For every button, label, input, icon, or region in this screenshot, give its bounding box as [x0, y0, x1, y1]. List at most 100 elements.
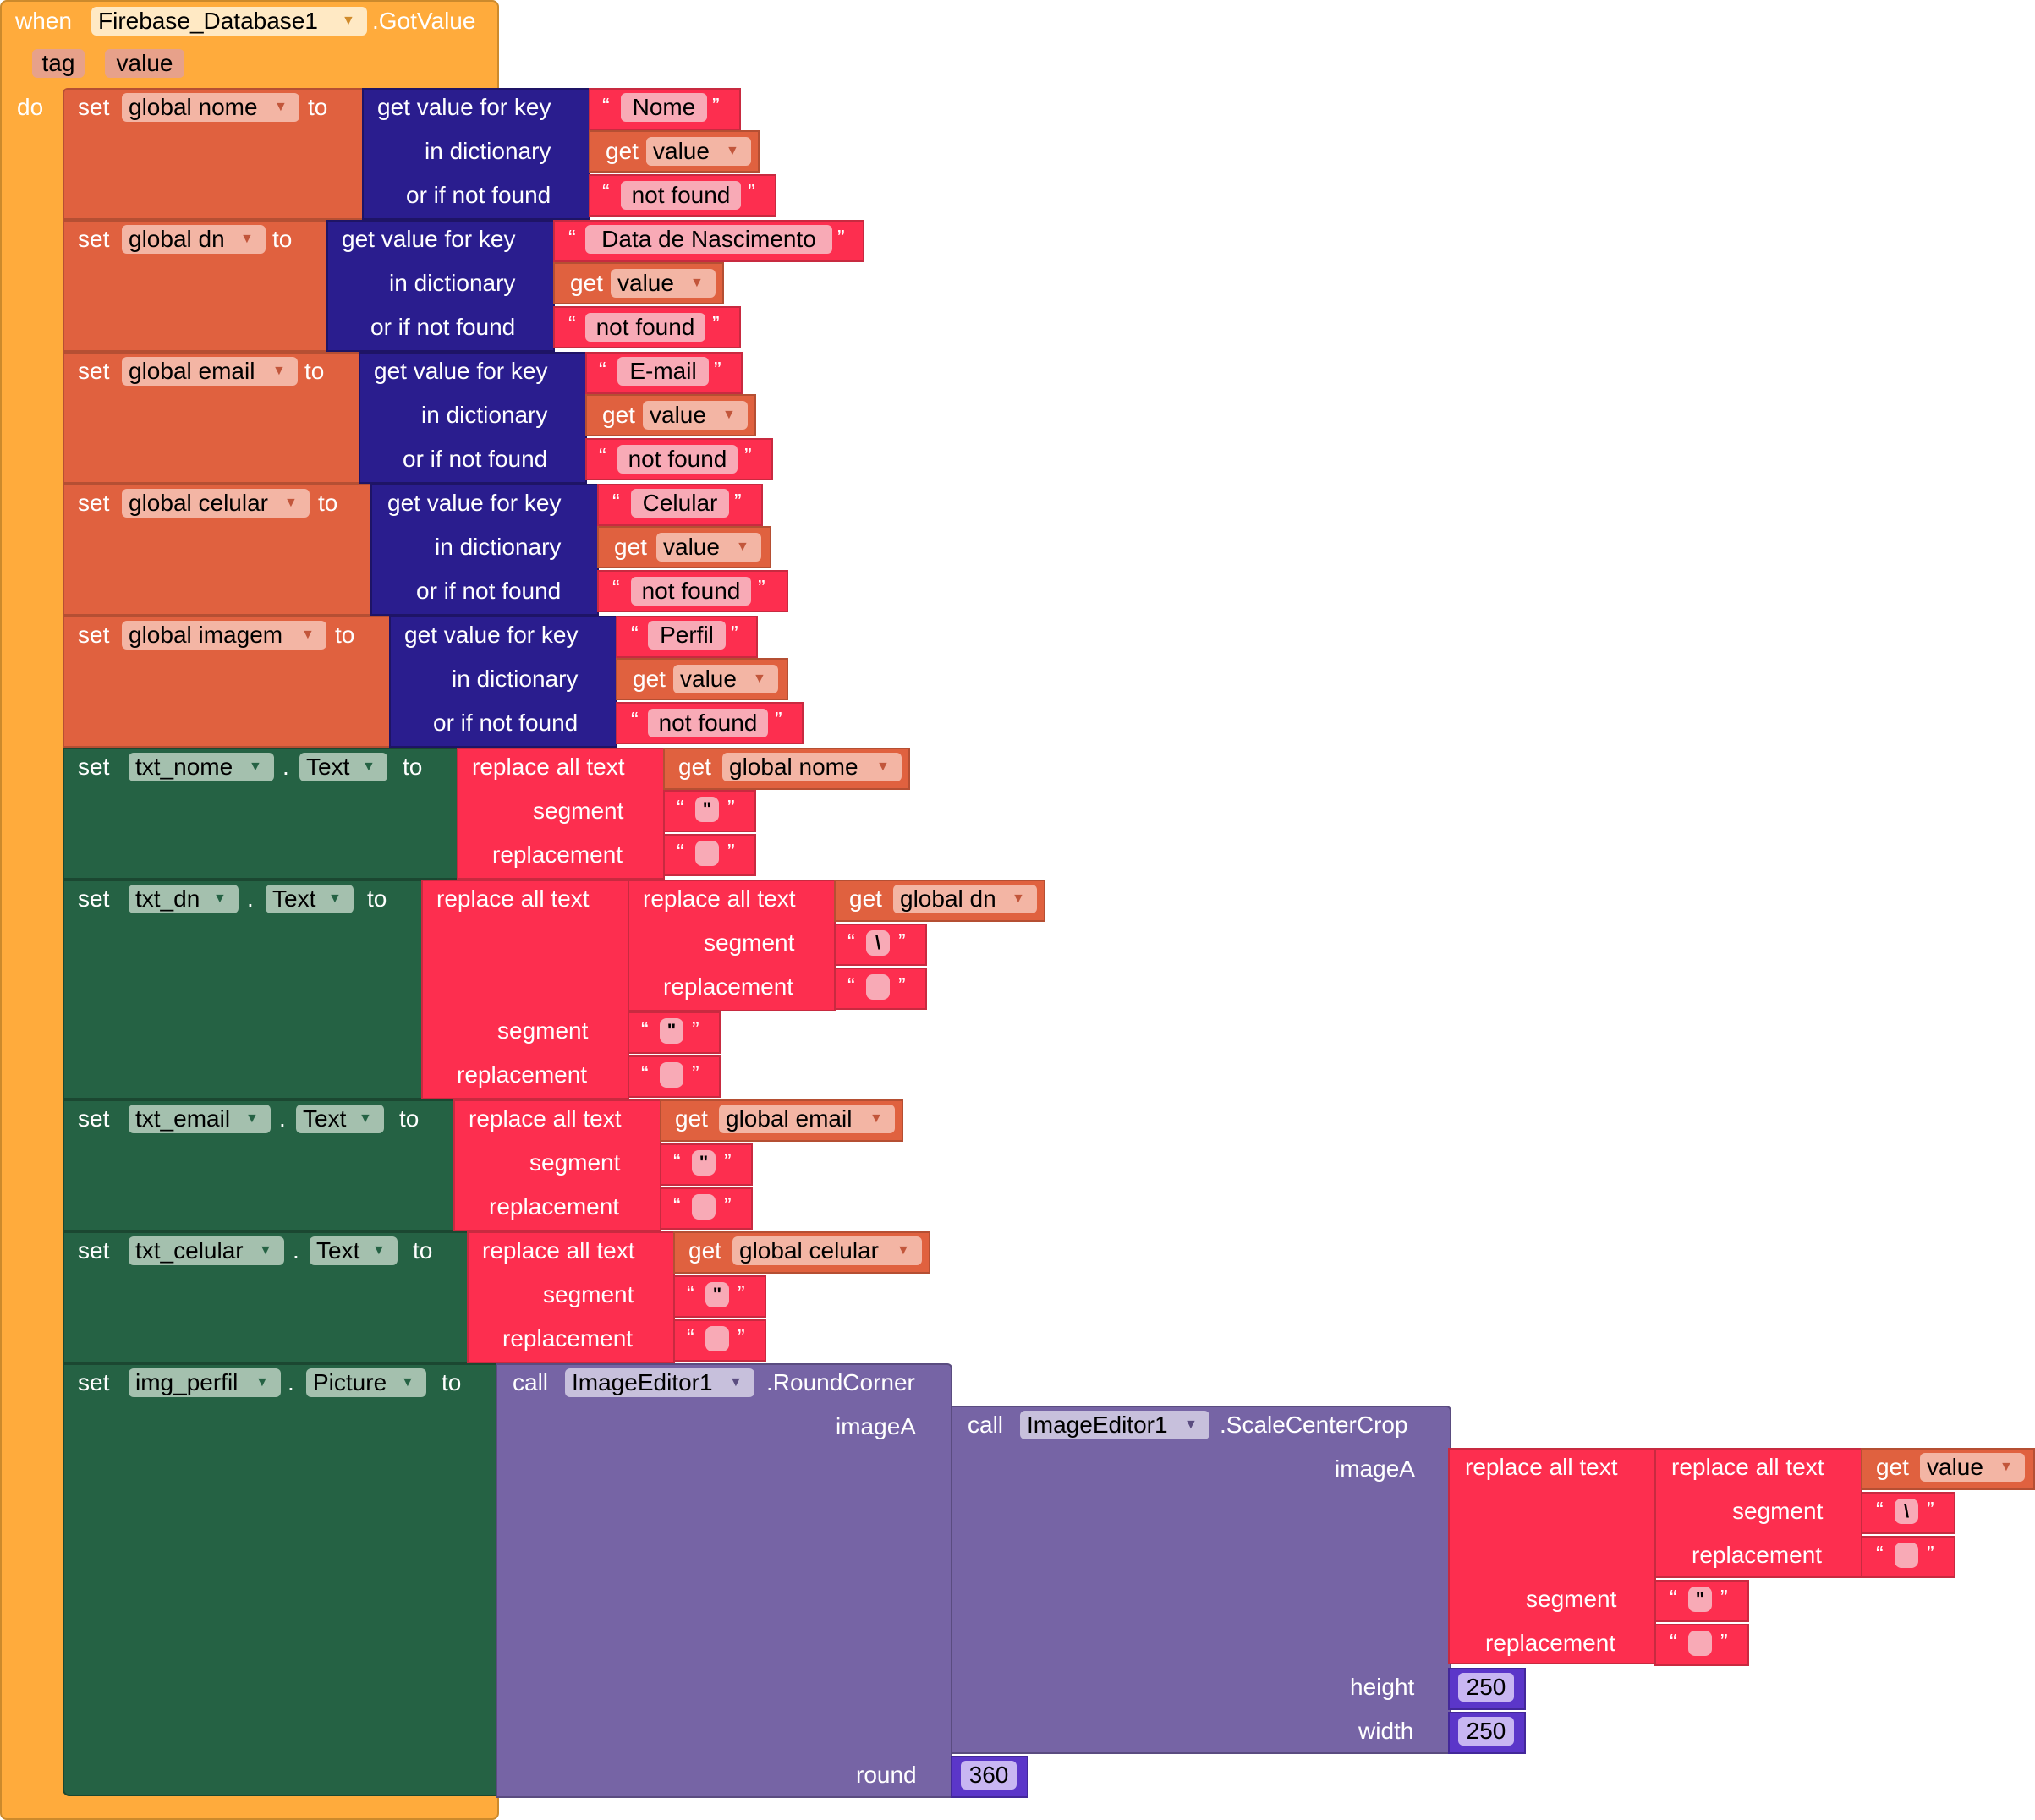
property-name: Picture — [313, 1369, 387, 1395]
chevron-down-icon: ▼ — [1012, 891, 1025, 906]
get-variable-dropdown[interactable]: value ▼ — [656, 533, 761, 562]
segment-text-field[interactable]: " — [692, 1150, 716, 1176]
empty-text-field[interactable] — [866, 974, 890, 1000]
chevron-down-icon: ▼ — [726, 144, 739, 158]
height-number-field[interactable]: 250 — [1458, 1673, 1514, 1702]
component-dropdown[interactable]: txt_nome ▼ — [129, 753, 274, 781]
close-quote: ” — [727, 839, 735, 864]
get-value-for-key-label: get value for key — [404, 622, 579, 648]
property-dropdown[interactable]: Picture ▼ — [306, 1368, 426, 1397]
get-variable-dropdown[interactable]: global email ▼ — [719, 1105, 895, 1133]
empty-text-field[interactable] — [660, 1062, 683, 1088]
component-dropdown[interactable]: img_perfil ▼ — [129, 1368, 281, 1397]
key-text-field[interactable]: Nome — [621, 93, 707, 122]
call-component-dropdown[interactable]: ImageEditor1 ▼ — [1020, 1411, 1209, 1439]
component-dropdown[interactable]: Firebase_Database1 ▼ — [91, 7, 367, 36]
replace-all-block[interactable] — [1448, 1448, 1656, 1664]
get-keyword: get — [1876, 1454, 1909, 1480]
get-variable-dropdown[interactable]: value ▼ — [643, 401, 748, 430]
key-text-field[interactable]: Perfil — [648, 621, 726, 650]
dictionary-lookup-block[interactable] — [359, 352, 587, 484]
call-component-dropdown[interactable]: ImageEditor1 ▼ — [565, 1368, 754, 1397]
replace-all-text-label: replace all text — [469, 1105, 622, 1132]
variable-dropdown[interactable]: global nome ▼ — [122, 93, 299, 122]
replace-all-block[interactable] — [457, 748, 665, 880]
property-dropdown[interactable]: Text ▼ — [296, 1105, 384, 1133]
component-dropdown[interactable]: txt_email ▼ — [129, 1105, 271, 1133]
close-quote: ” — [1927, 1497, 1934, 1522]
key-text-field[interactable]: Data de Nascimento — [585, 225, 832, 254]
open-quote: “ — [631, 707, 639, 732]
to-keyword: to — [442, 1369, 462, 1395]
get-value-for-key-label: get value for key — [377, 94, 551, 120]
width-label: width — [1358, 1718, 1414, 1744]
component-dropdown[interactable]: txt_celular ▼ — [129, 1236, 284, 1265]
inner-replace-all-block[interactable] — [1654, 1448, 1862, 1578]
empty-text-field[interactable] — [695, 841, 719, 866]
close-quote: ” — [775, 707, 782, 732]
segment-text-field[interactable]: \ — [1895, 1499, 1918, 1524]
get-keyword: get — [633, 666, 666, 692]
in-dictionary-label: in dictionary — [421, 402, 548, 428]
not-found-text-field[interactable]: not found — [617, 445, 738, 474]
get-variable-dropdown[interactable]: global nome ▼ — [722, 753, 902, 781]
chevron-down-icon: ▼ — [284, 496, 298, 510]
get-variable-dropdown[interactable]: value ▼ — [611, 269, 716, 298]
chevron-down-icon: ▼ — [359, 1111, 372, 1126]
get-variable-dropdown[interactable]: value ▼ — [673, 665, 778, 693]
replace-all-block[interactable] — [453, 1099, 661, 1231]
empty-text-field[interactable] — [705, 1326, 729, 1351]
get-variable-dropdown[interactable]: value ▼ — [646, 137, 751, 166]
open-quote: “ — [687, 1324, 694, 1350]
dot-separator: . — [279, 1105, 286, 1132]
segment-text-field[interactable]: " — [660, 1018, 683, 1044]
close-quote: ” — [748, 179, 755, 205]
dictionary-lookup-block[interactable] — [362, 88, 590, 220]
segment-text-field[interactable]: " — [705, 1282, 729, 1307]
chevron-down-icon: ▼ — [869, 1111, 883, 1126]
set-global-block[interactable] — [63, 484, 374, 616]
or-if-not-found-label: or if not found — [370, 314, 516, 340]
inner-replace-all-block[interactable] — [628, 880, 836, 1011]
key-text-field[interactable]: Celular — [631, 489, 729, 518]
dictionary-lookup-block[interactable] — [370, 484, 599, 616]
to-keyword: to — [318, 490, 338, 516]
set-keyword: set — [78, 1105, 110, 1132]
not-found-text-field[interactable]: not found — [648, 709, 768, 737]
get-variable-dropdown[interactable]: global dn ▼ — [893, 885, 1037, 913]
empty-text-field[interactable] — [692, 1194, 716, 1220]
not-found-text-field[interactable]: not found — [585, 313, 705, 342]
get-variable-dropdown[interactable]: value ▼ — [1920, 1453, 2025, 1482]
key-text-field[interactable]: E-mail — [617, 357, 709, 386]
property-dropdown[interactable]: Text ▼ — [310, 1236, 398, 1265]
variable-dropdown[interactable]: global celular ▼ — [122, 489, 310, 518]
segment-label: segment — [1732, 1498, 1824, 1524]
not-found-text-field[interactable]: not found — [621, 181, 741, 210]
variable-dropdown[interactable]: global email ▼ — [122, 357, 298, 386]
property-dropdown[interactable]: Text ▼ — [299, 753, 387, 781]
close-quote: ” — [692, 1017, 699, 1042]
not-found-text-field[interactable]: not found — [631, 577, 751, 606]
round-number-field[interactable]: 360 — [961, 1761, 1017, 1790]
param-value[interactable]: value — [105, 49, 184, 78]
segment-text-field[interactable]: \ — [866, 930, 890, 956]
empty-text-field[interactable] — [1895, 1543, 1918, 1568]
segment-text-field[interactable]: " — [1688, 1587, 1712, 1612]
chevron-down-icon: ▼ — [272, 364, 286, 378]
replace-all-block[interactable] — [467, 1231, 675, 1363]
empty-text-field[interactable] — [1688, 1631, 1712, 1656]
dictionary-lookup-block[interactable] — [389, 616, 617, 748]
segment-text-field[interactable]: " — [695, 797, 719, 822]
variable-dropdown[interactable]: global imagem ▼ — [122, 621, 326, 650]
component-dropdown[interactable]: txt_dn ▼ — [129, 885, 239, 913]
set-picture-block[interactable] — [63, 1363, 499, 1796]
width-number-field[interactable]: 250 — [1458, 1717, 1514, 1746]
param-tag[interactable]: tag — [32, 49, 85, 78]
round-corner-call-block[interactable] — [496, 1363, 952, 1798]
variable-dropdown[interactable]: global dn ▼ — [122, 225, 266, 254]
property-dropdown[interactable]: Text ▼ — [266, 885, 354, 913]
chevron-down-icon: ▼ — [240, 232, 254, 246]
get-variable-dropdown[interactable]: global celular ▼ — [732, 1236, 922, 1265]
variable-name: global email — [129, 358, 255, 384]
dictionary-lookup-block[interactable] — [326, 220, 555, 352]
